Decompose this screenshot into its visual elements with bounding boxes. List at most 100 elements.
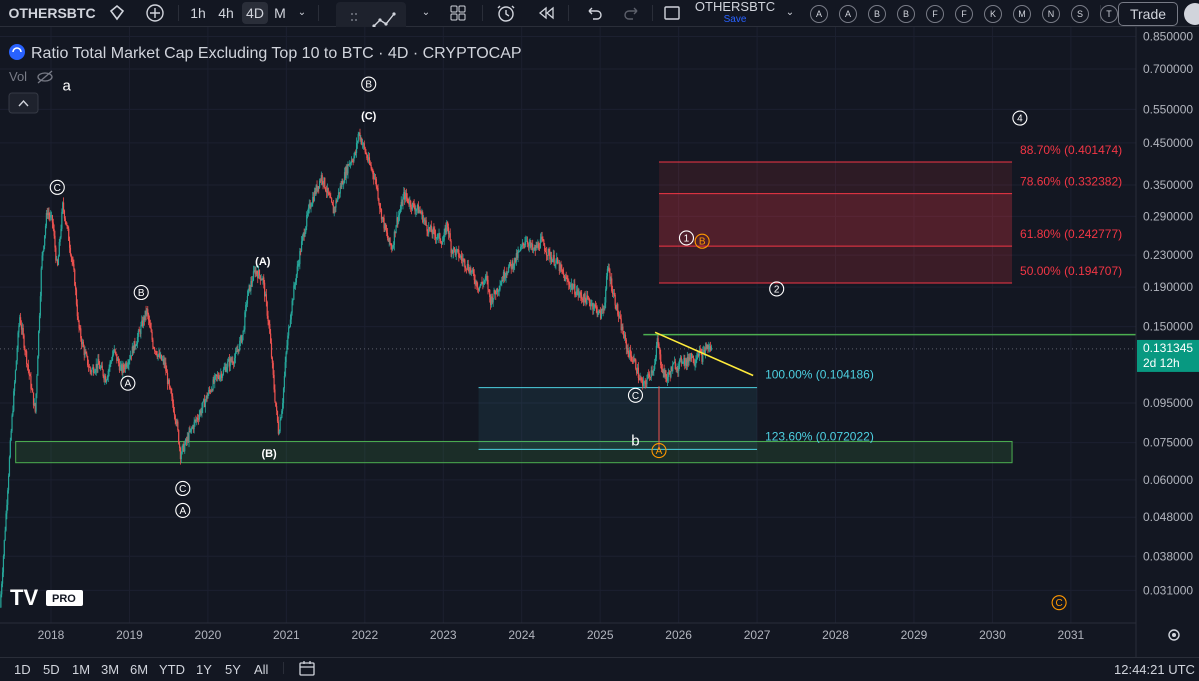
candle-body — [367, 157, 370, 161]
y-tick-label: 0.230000 — [1143, 248, 1193, 262]
candle-body — [101, 365, 103, 370]
alert-circle-t[interactable]: T — [1100, 5, 1118, 23]
candle-body — [340, 186, 342, 188]
candle-body — [325, 191, 328, 193]
replay-icon[interactable] — [534, 2, 558, 24]
candle-body — [621, 326, 623, 331]
candle-body — [459, 257, 461, 259]
candle-body — [89, 367, 91, 372]
candle-body — [443, 232, 445, 241]
price-chart[interactable]: 88.70% (0.401474) 78.60% (0.332382) 61.80%… — [0, 27, 1199, 657]
fullscreen-icon[interactable] — [660, 2, 684, 24]
range-1d[interactable]: 1D — [14, 662, 31, 677]
settings-gear-icon[interactable] — [1168, 629, 1180, 641]
candle-body — [462, 259, 464, 261]
symbol-search-button[interactable]: OTHERSBTC — [8, 5, 96, 21]
layout-name[interactable]: OTHERSBTC Save — [692, 0, 778, 25]
candle-body — [218, 377, 220, 380]
candle-body — [518, 250, 520, 252]
alert-circle-n[interactable]: N — [1042, 5, 1060, 23]
candle-body — [467, 263, 469, 271]
range-1m[interactable]: 1M — [72, 662, 91, 677]
collapse-legend-button[interactable] — [8, 92, 39, 114]
candle-body — [33, 403, 35, 406]
tradingview-logo: TV PRO — [10, 585, 83, 610]
candle-body — [29, 375, 31, 377]
candle-body — [287, 335, 289, 346]
range-all[interactable]: All — [254, 662, 269, 677]
candle-body — [329, 194, 331, 198]
redo-icon[interactable] — [620, 2, 644, 24]
candle-body — [517, 251, 519, 258]
candle-body — [589, 302, 591, 307]
alert-circle-a[interactable]: A — [839, 5, 857, 23]
candle-body — [447, 221, 449, 228]
alert-circle-b[interactable]: B — [868, 5, 886, 23]
alert-circle-f[interactable]: F — [926, 5, 944, 23]
candle-body — [502, 280, 504, 281]
candle-body — [313, 191, 316, 201]
save-button[interactable]: Save — [723, 14, 747, 25]
candle-body — [671, 367, 673, 372]
candle-body — [354, 152, 356, 157]
undo-icon[interactable] — [582, 2, 606, 24]
wave-label-circle — [175, 502, 191, 518]
alert-circle-b[interactable]: B — [897, 5, 915, 23]
wave-label-text: C — [179, 484, 186, 495]
avatar[interactable] — [1184, 3, 1199, 25]
candle-body — [73, 264, 75, 270]
candle-body — [245, 303, 248, 306]
candle-body — [465, 268, 468, 270]
alert-circle-f[interactable]: F — [955, 5, 973, 23]
candle-body — [26, 351, 28, 364]
alert-circle-m[interactable]: M — [1013, 5, 1031, 23]
eye-hidden-icon[interactable] — [37, 70, 53, 84]
candle-body — [252, 271, 255, 281]
calendar-icon[interactable] — [298, 660, 316, 681]
alert-icon[interactable] — [494, 2, 518, 24]
interval-4d[interactable]: 4D — [242, 2, 268, 24]
x-tick-label: 2024 — [508, 628, 535, 642]
candle-body — [472, 269, 475, 274]
range-5y[interactable]: 5Y — [225, 662, 241, 677]
candle-body — [123, 364, 125, 369]
candle-body — [107, 371, 109, 378]
candle-body — [251, 280, 254, 283]
alert-circle-k[interactable]: K — [984, 5, 1002, 23]
interval-m[interactable]: M — [274, 5, 286, 21]
candle-body — [179, 447, 182, 460]
candle-body — [400, 201, 402, 210]
candle-body — [136, 337, 139, 344]
interval-1h[interactable]: 1h — [190, 5, 206, 21]
candle-body — [339, 186, 341, 194]
candle-body — [299, 251, 301, 265]
range-6m[interactable]: 6M — [130, 662, 149, 677]
layout-chevron-down-icon[interactable]: ⌄ — [785, 7, 795, 18]
time-axis[interactable]: 2018 2019 2020 2021 2022 2023 2024 2025 2026 2027… — [38, 628, 1085, 642]
trade-button[interactable]: Trade — [1118, 2, 1178, 26]
candle-body — [193, 421, 195, 430]
layout-grid-icon[interactable] — [446, 2, 470, 24]
alert-circle-a[interactable]: A — [810, 5, 828, 23]
range-1y[interactable]: 1Y — [196, 662, 212, 677]
interval-chevron-down-icon[interactable]: ⌄ — [297, 7, 307, 18]
range-5d[interactable]: 5D — [43, 662, 60, 677]
range-ytd[interactable]: YTD — [159, 662, 185, 677]
alert-circle-s[interactable]: S — [1071, 5, 1089, 23]
interval-4h[interactable]: 4h — [218, 5, 234, 21]
candle-body — [371, 168, 373, 170]
trend-line — [654, 331, 754, 377]
candle-body — [649, 377, 651, 378]
candle-body — [197, 417, 199, 420]
candle-body — [13, 391, 15, 411]
x-tick-label: 2025 — [587, 628, 614, 642]
compare-plus-icon[interactable] — [142, 2, 168, 24]
candle-body — [22, 327, 24, 336]
candle-body — [7, 490, 9, 505]
candle-body — [288, 326, 291, 328]
range-3m[interactable]: 3M — [101, 662, 120, 677]
diamond-icon[interactable] — [104, 2, 130, 24]
chart-type-chevron-down-icon[interactable]: ⌄ — [421, 7, 431, 18]
price-axis[interactable]: 0.850000 0.700000 0.550000 0.450000 0.350000… — [1143, 30, 1193, 598]
candle-body — [282, 403, 284, 411]
